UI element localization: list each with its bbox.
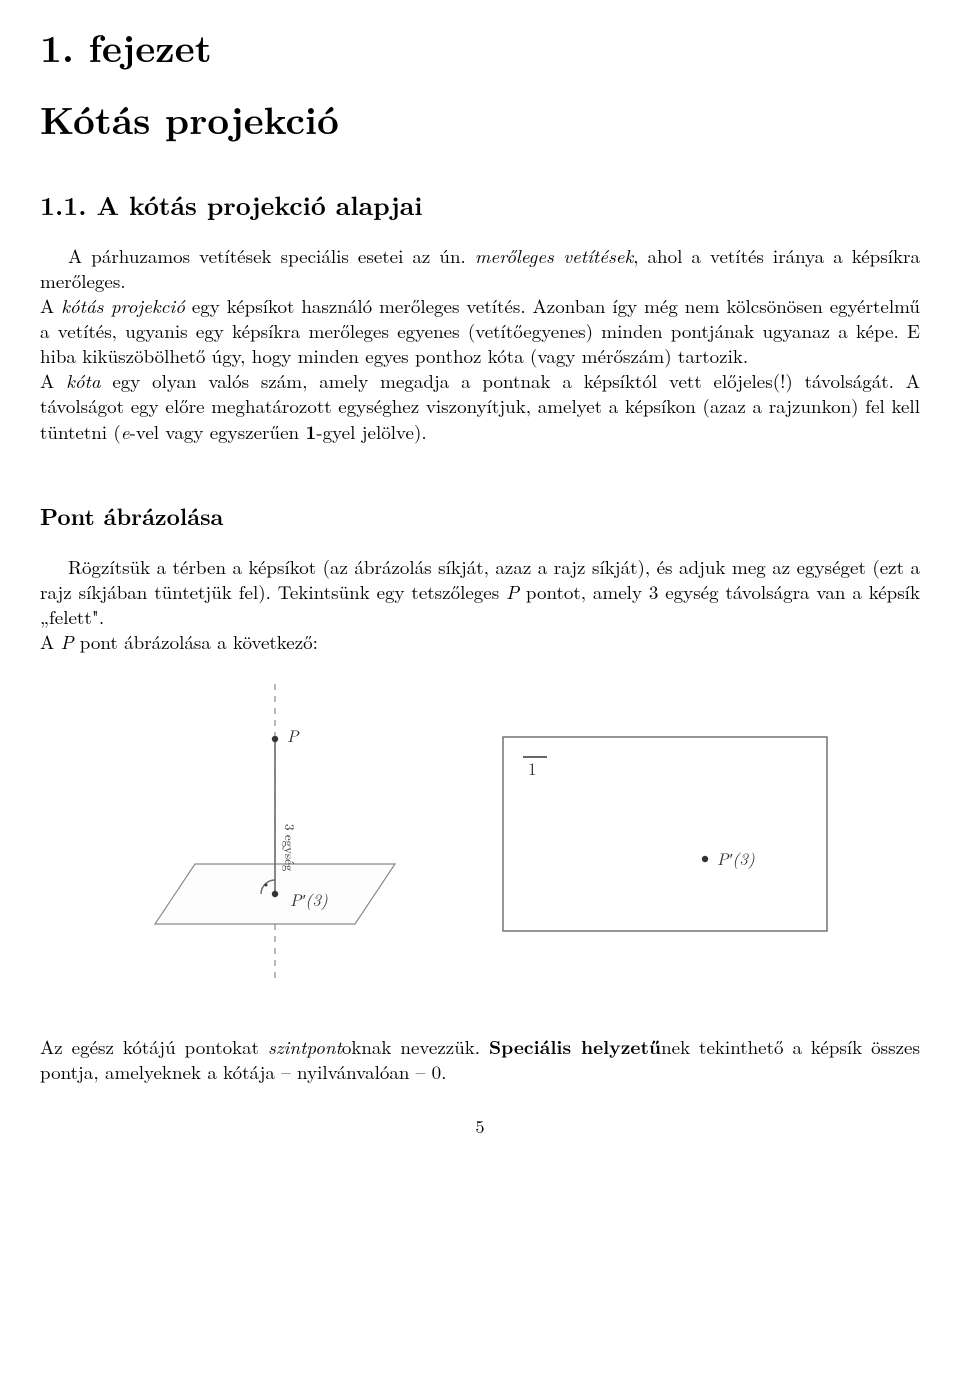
label-P: P [287, 723, 300, 747]
paragraph-2: A kótás projekció egy képsíkot használó … [40, 293, 920, 368]
text: oknak nevezzük. [342, 1033, 489, 1060]
bold-text: 1 [305, 417, 316, 445]
label-unit: 1 [528, 756, 537, 780]
paragraph-1: A párhuzamos vetítések speciális esetei … [40, 243, 920, 293]
body-paragraphs: A párhuzamos vetítések speciális esetei … [40, 243, 920, 444]
subsection-title: Pont ábrázolása [40, 499, 920, 532]
text: A párhuzamos vetítések speciális esetei … [68, 242, 475, 269]
italic-text: P [506, 578, 519, 605]
italic-text: P [61, 628, 74, 655]
label-Pprime-2d: P′(3) [717, 846, 755, 870]
body-paragraphs-3: Az egész kótájú pontokat szintpontoknak … [40, 1034, 920, 1084]
label-Pprime: P′(3) [290, 887, 328, 911]
bold-text: Speciális helyzetű [489, 1032, 661, 1060]
chapter-number: 1. fejezet [40, 20, 920, 74]
paragraph-4: Rögzítsük a térben a képsíkot (az ábrázo… [40, 554, 920, 629]
figure-right-2d: 1 P′(3) [495, 729, 835, 939]
italic-text: kótás projekció [61, 292, 185, 319]
page-number: 5 [40, 1114, 920, 1139]
italic-text: kóta [66, 367, 100, 394]
body-paragraphs-2: Rögzítsük a térben a képsíkot (az ábrázo… [40, 554, 920, 654]
figure-row: P P′(3) 3 egység 1 P′(3) [40, 684, 920, 984]
text: A [40, 292, 61, 319]
paragraph-3: A kóta egy olyan valós szám, amely megad… [40, 368, 920, 443]
text: pont ábrázolása a következő: [73, 628, 318, 655]
italic-text: szintpont [268, 1033, 342, 1060]
text: -gyel jelölve). [316, 418, 426, 445]
label-3egyseg: 3 egység [281, 824, 300, 872]
section-title: 1.1. A kótás projekció alapjai [40, 186, 920, 223]
text: -vel vagy egyszerűen [130, 418, 306, 445]
italic-text: merőleges vetítések [475, 242, 633, 269]
figure-left-3d: P P′(3) 3 egység [125, 684, 435, 984]
text: A [40, 628, 61, 655]
text: A [40, 367, 66, 394]
italic-text: e [121, 418, 130, 445]
paragraph-6: Az egész kótájú pontokat szintpontoknak … [40, 1034, 920, 1084]
text: Az egész kótájú pontokat [40, 1033, 268, 1060]
paragraph-5: A P pont ábrázolása a következő: [40, 629, 920, 654]
chapter-title: Kótás projekció [40, 92, 920, 146]
